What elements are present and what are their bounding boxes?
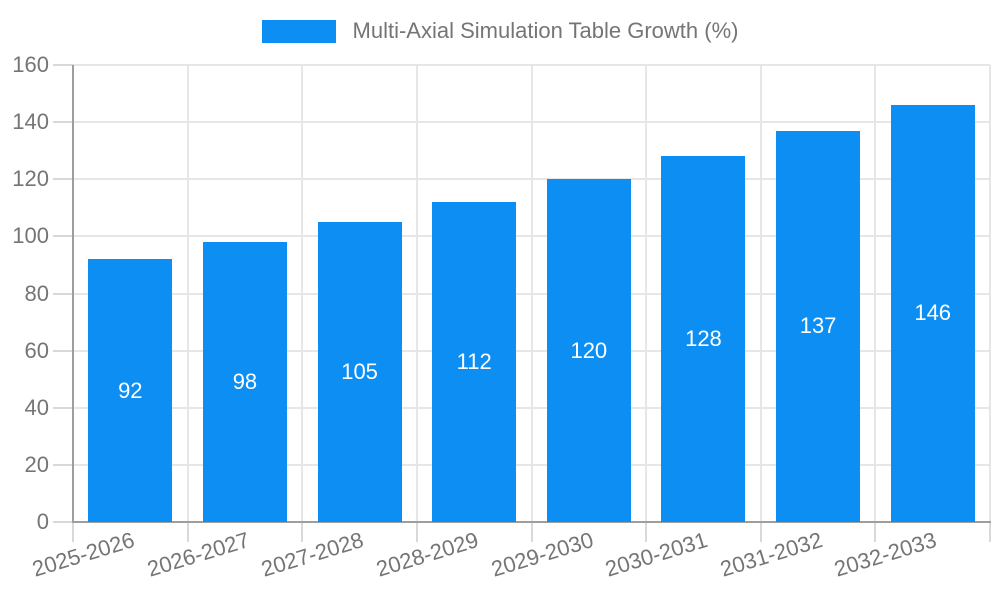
- x-tick-label: 2025-2026: [29, 527, 138, 582]
- x-axis-tick: [530, 522, 533, 542]
- y-tick-label: 120: [12, 166, 49, 192]
- bar[interactable]: 120: [546, 179, 631, 522]
- x-axis-tick: [186, 522, 189, 542]
- bar-value-label: 128: [685, 326, 722, 352]
- y-tick-label: 100: [12, 223, 49, 249]
- y-axis-tick: [53, 121, 73, 124]
- y-axis-tick: [53, 64, 73, 66]
- y-axis-tick: [53, 235, 73, 238]
- gridline-vertical: [186, 65, 189, 522]
- bar-value-label: 112: [456, 349, 492, 375]
- y-axis-tick: [53, 521, 73, 523]
- legend: Multi-Axial Simulation Table Growth (%): [0, 18, 1000, 44]
- x-tick-label: 2032-2033: [831, 527, 940, 582]
- bar-value-label: 92: [118, 377, 143, 403]
- bar-value-label: 120: [570, 337, 608, 363]
- bar[interactable]: 146: [890, 104, 975, 522]
- y-tick-label: 160: [12, 52, 49, 77]
- y-tick-label: 40: [24, 394, 49, 420]
- y-axis-tick: [53, 178, 73, 181]
- x-tick-label: 2029-2030: [487, 527, 596, 582]
- y-tick-label: 140: [12, 109, 49, 135]
- y-axis-line: [72, 65, 74, 522]
- x-axis-tick: [645, 522, 648, 542]
- gridline-vertical: [415, 65, 418, 522]
- x-tick-label: 2028-2029: [373, 527, 482, 582]
- y-tick-label: 60: [24, 337, 49, 363]
- x-axis-tick: [301, 522, 304, 542]
- y-axis-tick: [53, 349, 73, 352]
- bar-value-label: 98: [232, 369, 258, 395]
- x-tick-label: 2026-2027: [144, 527, 252, 582]
- gridline-vertical: [874, 65, 877, 522]
- bar[interactable]: 112: [432, 202, 517, 522]
- gridline-vertical: [530, 65, 533, 522]
- x-tick-label: 2031-2032: [717, 527, 826, 582]
- bar[interactable]: 137: [776, 130, 861, 522]
- y-tick-label: 0: [36, 509, 49, 534]
- y-axis-tick: [53, 406, 73, 409]
- x-axis-tick: [874, 522, 877, 542]
- y-tick-label: 20: [24, 451, 49, 477]
- gridline-vertical: [989, 65, 991, 522]
- gridline-vertical: [645, 65, 648, 522]
- x-axis-tick: [72, 522, 74, 542]
- bar[interactable]: 105: [317, 222, 402, 522]
- bar[interactable]: 92: [88, 259, 173, 522]
- y-axis-tick: [53, 463, 73, 466]
- x-axis-line: [72, 521, 991, 523]
- legend-swatch-icon[interactable]: [261, 19, 336, 43]
- bar-value-label: 105: [341, 359, 378, 385]
- gridline-vertical: [301, 65, 304, 522]
- x-axis-tick: [759, 522, 762, 542]
- x-tick-label: 2030-2031: [602, 527, 711, 582]
- bar[interactable]: 98: [202, 242, 287, 522]
- bar[interactable]: 128: [661, 156, 746, 522]
- x-tick-label: 2027-2028: [258, 527, 367, 582]
- gridline-vertical: [759, 65, 762, 522]
- bar-value-label: 146: [914, 300, 952, 326]
- bar-value-label: 137: [799, 313, 837, 339]
- x-axis-tick: [415, 522, 418, 542]
- y-tick-label: 80: [24, 280, 49, 306]
- y-axis-tick: [53, 292, 73, 295]
- x-axis-tick: [989, 522, 991, 542]
- legend-label[interactable]: Multi-Axial Simulation Table Growth (%): [352, 18, 739, 43]
